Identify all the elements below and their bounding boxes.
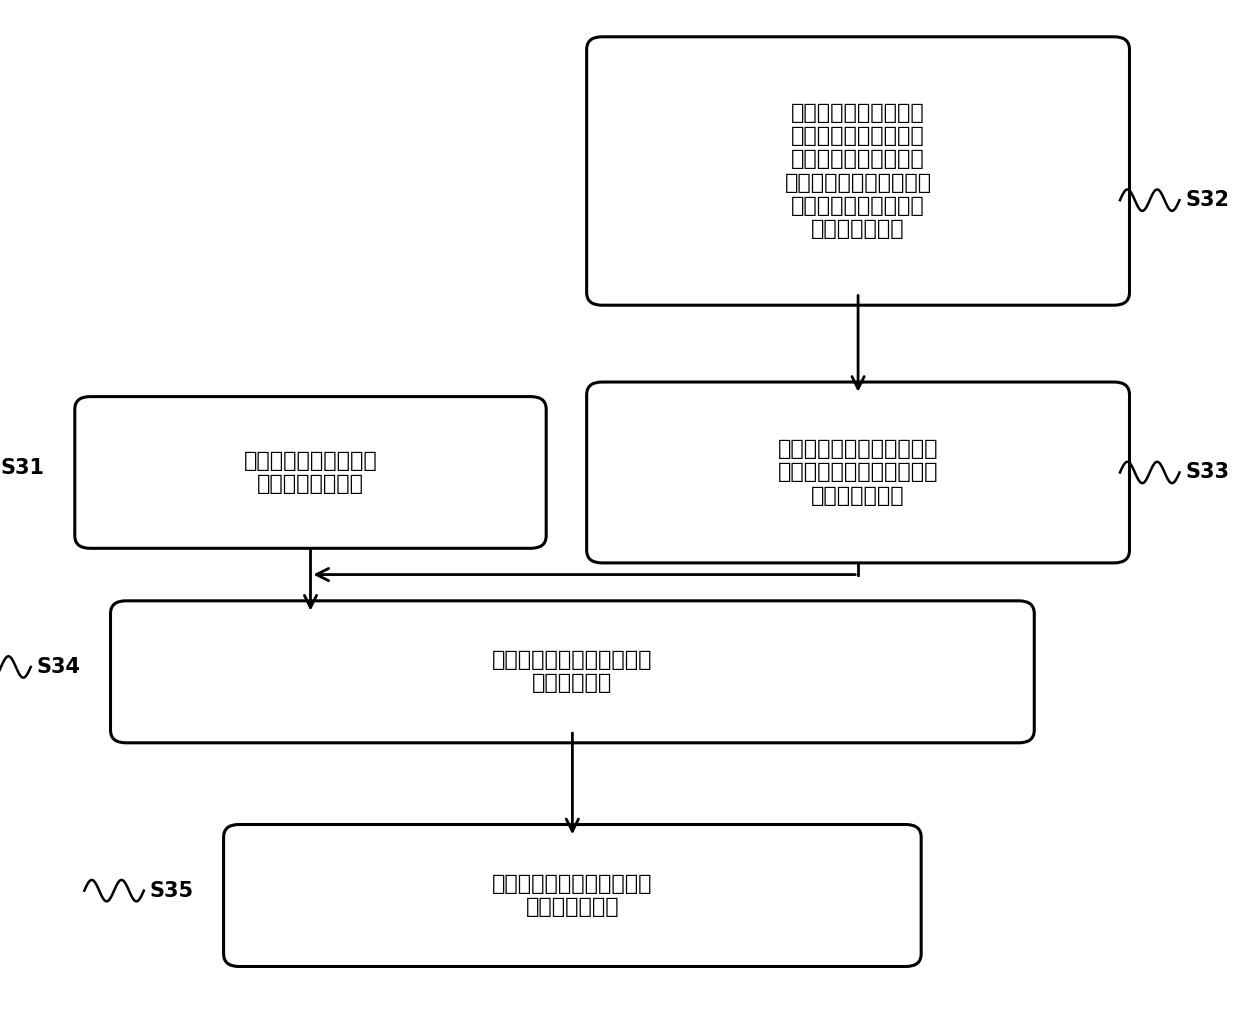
Text: S31: S31	[1, 458, 45, 477]
Text: S32: S32	[1185, 190, 1229, 210]
FancyBboxPatch shape	[74, 397, 546, 548]
FancyBboxPatch shape	[223, 825, 921, 966]
Text: 从加载超声的角膜形态图像
中得到共振频率: 从加载超声的角膜形态图像 中得到共振频率	[492, 874, 652, 917]
Text: 改变气介超声的调制频率，
引起角膜共振: 改变气介超声的调制频率， 引起角膜共振	[492, 650, 652, 694]
Text: S34: S34	[37, 657, 81, 677]
Text: 将气介超声发射系统的
高频超声信号与低频调
制信号相加，得到调制
的周期性超声驱动信号，
并输入超声发射器产生
周期性声辐射压: 将气介超声发射系统的 高频超声信号与低频调 制信号相加，得到调制 的周期性超声驱…	[785, 103, 931, 239]
FancyBboxPatch shape	[110, 601, 1034, 743]
FancyBboxPatch shape	[587, 382, 1130, 563]
Text: S35: S35	[150, 880, 193, 901]
Text: S33: S33	[1185, 463, 1229, 482]
Text: 将产生的周期性声辐射压作
用于角膜形态图像上正在采
集的点（区域）: 将产生的周期性声辐射压作 用于角膜形态图像上正在采 集的点（区域）	[777, 440, 939, 505]
FancyBboxPatch shape	[587, 36, 1130, 305]
Text: 光学相干层析成像系统
获取角膜形态图像: 光学相干层析成像系统 获取角膜形态图像	[243, 451, 377, 494]
